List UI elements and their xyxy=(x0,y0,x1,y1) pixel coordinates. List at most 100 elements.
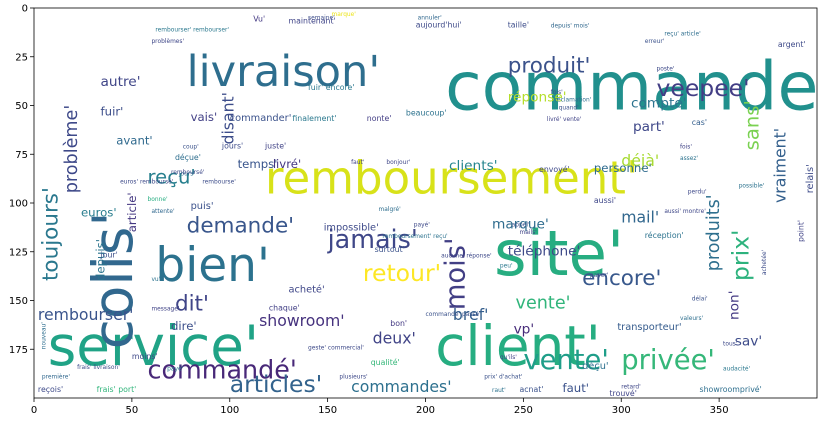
word-43: personne' xyxy=(594,161,652,175)
word-65: commander' xyxy=(230,113,292,124)
word-41: part' xyxy=(633,119,665,135)
word-5: bien' xyxy=(155,238,270,293)
word-13: problème' xyxy=(62,105,82,193)
word-2: client' xyxy=(435,314,601,378)
word-26: privée' xyxy=(621,345,715,376)
word-3: site' xyxy=(494,217,624,290)
y-tick-label-100: 100 xyxy=(9,199,28,210)
word-143: audacité' xyxy=(723,366,751,373)
word-113: peu' xyxy=(500,263,513,269)
word-95: reçu' article' xyxy=(664,31,701,37)
x-tick-label-200: 200 xyxy=(416,405,435,416)
x-axis: 0 50 100 150 200 250 300 350 xyxy=(31,398,729,416)
word-137: fois' xyxy=(551,90,563,96)
word-72: déçu' xyxy=(582,360,609,372)
word-47: sav' xyxy=(735,333,762,349)
word-15: autre' xyxy=(101,74,141,90)
word-14: toujours' xyxy=(38,187,63,281)
word-49: faut' xyxy=(563,381,589,395)
word-125: première' xyxy=(42,374,71,381)
word-104: rembourse' xyxy=(202,180,236,186)
x-tick-label-150: 150 xyxy=(318,405,337,416)
word-35: marque' xyxy=(492,216,549,232)
x-tick-label-300: 300 xyxy=(612,405,631,416)
word-108: payé' xyxy=(414,221,430,228)
word-16: fuir' xyxy=(101,104,124,118)
y-tick-label-125: 125 xyxy=(9,247,28,258)
word-59: puis' xyxy=(191,201,214,212)
word-81: reçois' xyxy=(38,385,63,394)
word-98: assez' xyxy=(680,156,698,162)
y-tick-label-175: 175 xyxy=(9,345,28,356)
word-80: frais' port' xyxy=(97,385,137,394)
word-layer: commande' service' client' site' rembourseme… xyxy=(38,12,821,398)
word-89: moins' xyxy=(132,352,158,361)
word-132: problèmes' xyxy=(151,38,184,45)
word-110: appel' xyxy=(512,222,530,228)
word-138: quand' xyxy=(559,105,580,111)
word-88: jour' xyxy=(100,251,118,260)
word-117: tous' xyxy=(723,341,738,347)
word-96: poste' xyxy=(656,66,674,72)
word-36: mail' xyxy=(621,208,659,227)
y-tick-label-50: 50 xyxy=(15,101,28,112)
word-78: réception' xyxy=(645,231,684,240)
word-94: erreur' xyxy=(645,39,665,45)
word-64: depuis' mois' xyxy=(551,24,590,30)
word-56: avant' xyxy=(116,134,152,148)
word-79: aussi' xyxy=(594,196,616,205)
word-23: mois' xyxy=(441,237,472,310)
word-130: vu' xyxy=(151,277,160,283)
word-135: annuler' xyxy=(418,16,442,22)
word-19: jamais' xyxy=(327,224,418,254)
word-61: aujourd'hui' xyxy=(416,21,462,30)
word-84: showroomprivé' xyxy=(700,385,762,394)
word-44: disant' xyxy=(219,92,238,145)
word-54: depuis' xyxy=(93,239,107,281)
word-134: semaine' xyxy=(308,16,335,22)
word-93: marque' xyxy=(332,12,357,18)
word-48: non' xyxy=(727,291,743,321)
word-30: commandes' xyxy=(351,377,451,396)
word-105: attente' xyxy=(151,209,175,215)
word-40: compte' xyxy=(631,95,686,111)
word-0: commande' xyxy=(445,47,821,125)
word-39: déjà' xyxy=(621,151,659,170)
word-22: showroom' xyxy=(259,311,344,330)
word-21: dit' xyxy=(175,291,209,316)
word-115: délai' xyxy=(692,296,708,303)
x-tick-label-100: 100 xyxy=(220,405,239,416)
word-70: jours' xyxy=(221,141,243,150)
word-1: service' xyxy=(48,314,259,378)
word-57: vais' xyxy=(191,110,218,124)
word-136: réclamation' xyxy=(555,97,592,104)
word-58: vp' xyxy=(514,322,535,338)
word-99: bonjour' xyxy=(386,160,410,166)
word-28: commandé' xyxy=(148,355,297,385)
word-131: remboursé' xyxy=(171,169,205,176)
word-111: mails' xyxy=(519,230,537,236)
word-68: beaucoup' xyxy=(406,108,447,117)
word-139: livré' vente' xyxy=(547,116,582,123)
word-12: encore' xyxy=(582,266,661,291)
word-20: retour' xyxy=(363,259,441,287)
word-62: maintenant' xyxy=(288,17,335,26)
word-92: Vu' xyxy=(253,15,265,24)
word-42: clients' xyxy=(449,158,498,174)
word-124: frais' livraison' xyxy=(77,365,120,371)
word-69: juste' xyxy=(264,141,286,150)
word-66: finalement' xyxy=(292,114,336,123)
x-tick-label-0: 0 xyxy=(31,405,37,416)
word-91: argent' xyxy=(778,40,806,49)
word-4: remboursement' xyxy=(265,151,638,204)
word-121: prix' d'achat' xyxy=(484,375,523,381)
word-119: retard' xyxy=(621,384,641,390)
word-100: faut' xyxy=(351,160,365,166)
word-129: message' xyxy=(151,306,179,312)
word-82: acnat' xyxy=(519,385,543,394)
word-37: produits' xyxy=(704,194,724,271)
y-tick-label-25: 25 xyxy=(15,52,28,63)
word-51: impossible' xyxy=(324,222,379,233)
word-107: malgré' xyxy=(379,206,402,213)
